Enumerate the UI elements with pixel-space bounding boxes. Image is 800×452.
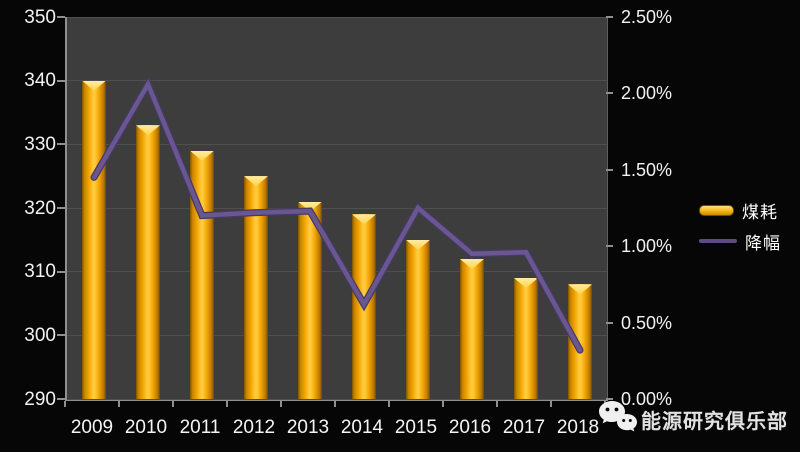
decline-line-series [90,76,584,354]
plot-area [65,16,608,401]
bar-top-highlight [352,214,376,225]
legend-label-coal: 煤耗 [742,202,778,222]
x-axis-tick [280,401,282,407]
bar-top-highlight [82,80,106,91]
x-axis-label-2013: 2013 [286,417,330,438]
gridline-300 [67,334,607,336]
wechat-icon [599,401,637,432]
gridline-330 [67,143,607,145]
left-axis-label-330: 330 [24,133,56,155]
gridline-290 [67,398,607,400]
x-axis-tick [388,401,390,407]
x-axis-label-2010: 2010 [124,417,168,438]
right-axis-label-1.50%: 1.50% [621,159,673,180]
legend-item-decline: 降幅 [699,232,781,253]
x-axis-tick [550,401,552,407]
left-axis-label-290: 290 [24,388,56,410]
bar-top-highlight [298,201,322,212]
bar-top-highlight [190,150,214,161]
legend-label-decline: 降幅 [745,233,781,253]
x-axis-label-2011: 2011 [179,417,221,438]
x-axis-label-2017: 2017 [502,417,546,438]
legend: 煤耗 降幅 [699,201,781,263]
bar-2013 [298,201,322,399]
x-axis-tick [334,401,336,407]
right-axis-label-0.50%: 0.50% [621,312,673,333]
bar-2017 [514,278,538,399]
x-axis-label-2009: 2009 [70,417,114,438]
x-axis-tick [442,401,444,407]
right-axis-label-1.00%: 1.00% [621,236,673,257]
x-axis-tick [226,401,228,407]
left-axis-label-300: 300 [24,324,56,346]
left-axis-tick [57,270,65,273]
left-axis-tick [57,334,65,337]
bar-top-highlight [460,258,484,269]
line-series-swatch [699,239,737,243]
left-axis-tick [57,207,65,209]
x-axis-label-2018: 2018 [556,417,600,438]
left-axis-tick [57,143,65,146]
x-axis-label-2014: 2014 [340,417,384,438]
right-axis-label-2.00%: 2.00% [621,83,673,104]
legend-item-coal: 煤耗 [699,201,781,222]
bar-2015 [406,239,430,399]
gridline-350 [67,16,607,18]
right-axis-tick [606,321,613,324]
bar-2010 [136,125,160,399]
bar-top-highlight [244,176,268,187]
gridline-320 [67,207,607,209]
left-axis-tick [57,16,65,18]
x-axis-tick [118,401,120,407]
x-axis-tick [64,401,66,407]
bar-2009 [82,80,106,399]
left-axis-tick [57,79,65,82]
x-axis-label-2012: 2012 [232,417,276,438]
bar-top-highlight [406,239,430,250]
left-axis-label-310: 310 [24,261,56,283]
watermark: 能源研究俱乐部 [597,399,788,439]
x-axis-tick [496,401,498,407]
right-axis-tick [606,92,613,95]
gridline-310 [67,271,607,273]
bar-top-highlight [514,278,538,289]
left-axis-label-320: 320 [24,197,56,219]
left-axis-label-350: 350 [24,6,56,28]
bar-2016 [460,258,484,399]
right-axis-tick [606,16,613,18]
right-axis-tick [606,168,613,171]
x-axis-label-2016: 2016 [448,417,492,438]
right-axis-label-0.00%: 0.00% [621,389,673,409]
watermark-text: 能源研究俱乐部 [641,410,788,433]
right-axis-tick [606,245,613,248]
gridline-340 [67,80,607,82]
right-axis-label-2.50%: 2.50% [621,7,673,27]
x-axis-label-2015: 2015 [394,417,438,438]
bar-top-highlight [568,284,592,295]
bar-series-swatch [699,204,734,216]
left-axis-label-340: 340 [24,70,56,92]
x-axis-tick [172,401,174,407]
left-axis-tick [57,398,65,400]
bar-top-highlight [136,125,160,136]
right-axis-tick [606,398,613,400]
